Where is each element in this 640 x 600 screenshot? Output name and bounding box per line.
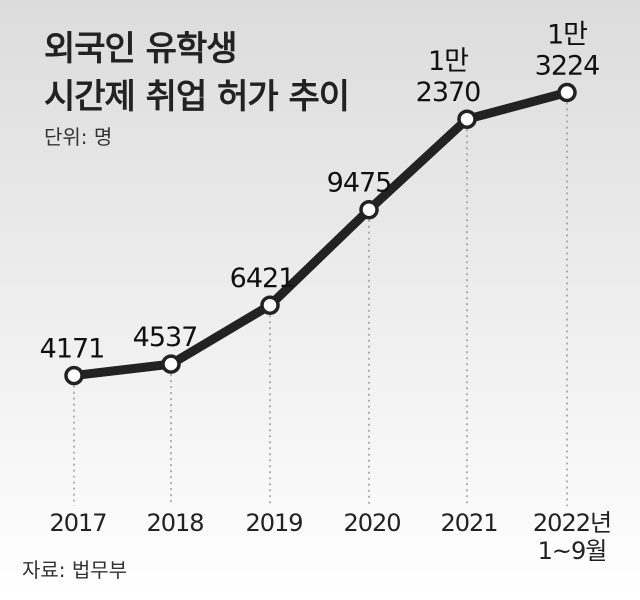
data-point-1 — [161, 354, 181, 374]
data-label-3: 9475 — [327, 168, 392, 199]
data-label-0: 4171 — [40, 334, 105, 365]
x-tick-label-0: 2017 — [49, 509, 106, 537]
title-line-1: 외국인 유학생 — [44, 29, 237, 69]
data-markers — [64, 82, 577, 386]
data-point-4 — [457, 109, 477, 129]
chart-title: 외국인 유학생 시간제 취업 허가 추이 — [44, 29, 350, 117]
x-tick-label-2: 2019 — [245, 509, 302, 537]
title-line-2: 시간제 취업 허가 추이 — [44, 77, 349, 117]
data-label-2: 6421 — [230, 263, 295, 294]
x-tick-label-5-line-0: 2022년 — [533, 509, 611, 537]
unit-label: 단위: 명 — [44, 125, 112, 149]
x-tick-label-1: 2018 — [146, 509, 203, 537]
source-label: 자료: 법무부 — [22, 558, 127, 582]
data-label-4-line-1: 2370 — [416, 77, 481, 108]
data-point-3 — [359, 199, 379, 220]
data-point-2 — [260, 295, 280, 315]
x-tick-label-4: 2021 — [440, 509, 497, 537]
data-label-1: 4537 — [133, 322, 198, 353]
drop-lines — [73, 102, 568, 506]
data-label-5-line-1: 3224 — [535, 50, 600, 81]
x-tick-label-3: 2020 — [343, 509, 400, 537]
series-line — [69, 87, 572, 381]
data-point-0 — [64, 365, 84, 386]
data-point-5 — [557, 82, 577, 103]
x-tick-label-5-line-1: 1~9월 — [538, 537, 607, 565]
data-label-5-line-0: 1만 — [547, 19, 587, 50]
data-label-4-line-0: 1만 — [428, 46, 468, 77]
